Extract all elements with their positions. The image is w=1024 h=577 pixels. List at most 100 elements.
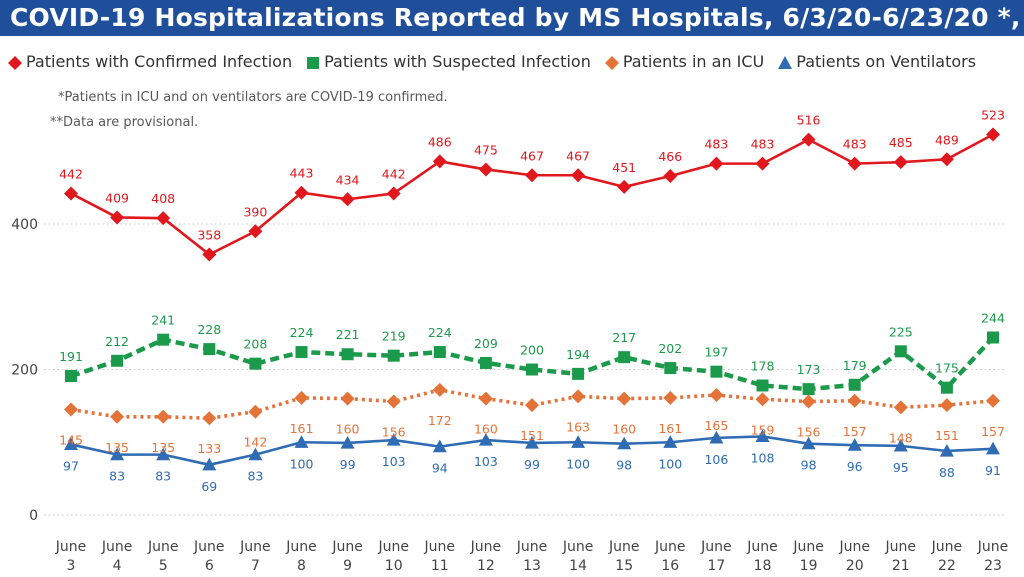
- x-tick-month: June: [700, 539, 732, 555]
- data-label-confirmed: 485: [889, 135, 913, 150]
- data-label-ventilators: 96: [847, 459, 863, 474]
- data-point-suspected: [987, 331, 999, 344]
- data-label-confirmed: 443: [290, 166, 314, 181]
- data-label-icu: 142: [243, 435, 267, 450]
- legend-marker-icu: [604, 55, 619, 70]
- x-tick-day: 13: [523, 558, 541, 574]
- data-point-suspected: [295, 346, 308, 359]
- data-point-suspected: [341, 348, 354, 361]
- data-label-ventilators: 106: [704, 452, 728, 467]
- x-tick-day: 15: [615, 558, 633, 574]
- data-point-confirmed: [340, 192, 355, 207]
- x-tick-month: June: [470, 539, 502, 555]
- data-label-confirmed: 516: [797, 113, 821, 128]
- data-point-icu: [939, 398, 954, 413]
- data-point-ventilators: [801, 436, 816, 450]
- x-tick-day: 8: [297, 558, 306, 574]
- chart-legend: Patients with Confirmed Infection Patient…: [8, 52, 990, 72]
- data-label-icu: 156: [382, 425, 406, 440]
- data-label-ventilators: 69: [201, 479, 217, 494]
- data-point-confirmed: [202, 247, 217, 262]
- x-tick-day: 17: [707, 558, 725, 574]
- data-label-icu: 161: [290, 421, 314, 436]
- data-label-ventilators: 99: [524, 457, 540, 472]
- x-tick-day: 14: [569, 558, 587, 574]
- data-label-confirmed: 489: [935, 132, 959, 147]
- legend-item-icu: Patients in an ICU: [604, 52, 765, 71]
- data-label-ventilators: 103: [382, 454, 406, 469]
- data-label-ventilators: 95: [893, 460, 909, 475]
- data-point-suspected: [433, 346, 446, 359]
- data-point-ventilators: [340, 435, 355, 449]
- x-tick-month: June: [608, 539, 640, 555]
- data-point-icu: [617, 391, 632, 406]
- data-label-icu: 133: [197, 441, 221, 456]
- series-line-suspected: [70, 335, 995, 392]
- x-tick-month: June: [562, 539, 594, 555]
- x-tick-month: June: [101, 539, 133, 555]
- data-point-ventilators: [847, 438, 862, 451]
- data-label-suspected: 228: [197, 322, 221, 337]
- data-point-suspected: [203, 343, 216, 356]
- data-label-ventilators: 103: [474, 454, 498, 469]
- data-label-suspected: 217: [612, 330, 636, 345]
- data-label-icu: 135: [151, 440, 175, 455]
- x-tick-month: June: [931, 539, 963, 555]
- data-point-confirmed: [64, 186, 78, 201]
- data-point-confirmed: [663, 168, 678, 183]
- data-label-suspected: 197: [704, 345, 728, 360]
- x-tick-day: 10: [385, 558, 403, 574]
- data-point-icu: [571, 389, 586, 404]
- data-label-ventilators: 99: [340, 457, 356, 472]
- data-point-ventilators: [525, 435, 539, 449]
- x-tick-day: 20: [846, 558, 864, 574]
- data-label-suspected: 219: [382, 329, 406, 344]
- data-point-suspected: [111, 354, 124, 367]
- data-point-icu: [663, 390, 678, 405]
- footnote-provisional: **Data are provisional.: [50, 115, 199, 130]
- data-point-confirmed: [617, 179, 632, 194]
- data-point-suspected: [664, 362, 677, 375]
- data-label-suspected: 178: [751, 359, 775, 374]
- data-point-icu: [64, 402, 78, 417]
- data-point-ventilators: [202, 457, 217, 471]
- data-label-icu: 148: [889, 430, 913, 445]
- data-point-icu: [709, 387, 724, 402]
- x-tick-month: June: [331, 539, 363, 555]
- data-label-suspected: 212: [105, 334, 129, 349]
- x-tick-month: June: [55, 539, 87, 555]
- x-tick-day: 11: [431, 558, 449, 574]
- data-label-icu: 163: [566, 419, 590, 434]
- data-label-suspected: 241: [151, 313, 175, 328]
- x-tick-month: June: [285, 539, 317, 555]
- data-point-suspected: [940, 381, 953, 394]
- data-label-ventilators: 83: [247, 469, 263, 484]
- legend-label-icu: Patients in an ICU: [622, 52, 765, 71]
- data-label-confirmed: 483: [751, 137, 775, 152]
- data-point-ventilators: [294, 435, 309, 448]
- x-tick-month: June: [147, 539, 179, 555]
- data-point-icu: [110, 409, 125, 424]
- data-label-confirmed: 475: [474, 142, 498, 157]
- data-label-confirmed: 451: [612, 160, 636, 175]
- legend-item-confirmed: Patients with Confirmed Infection: [8, 52, 292, 71]
- x-tick-day: 23: [984, 558, 1002, 574]
- data-point-confirmed: [571, 168, 586, 183]
- data-label-suspected: 221: [336, 327, 360, 342]
- data-point-ventilators: [386, 433, 401, 446]
- x-tick-day: 16: [661, 558, 679, 574]
- data-point-suspected: [710, 365, 723, 378]
- data-point-ventilators: [478, 433, 493, 446]
- data-label-suspected: 200: [520, 343, 544, 358]
- x-tick-day: 22: [938, 558, 956, 574]
- data-label-suspected: 244: [981, 310, 1005, 325]
- data-point-confirmed: [801, 132, 816, 147]
- data-point-confirmed: [156, 211, 171, 226]
- data-point-ventilators: [893, 438, 908, 452]
- data-label-icu: 172: [428, 413, 452, 428]
- data-label-ventilators: 97: [63, 458, 79, 473]
- data-point-ventilators: [709, 430, 724, 444]
- data-point-icu: [847, 393, 862, 408]
- x-tick-month: June: [424, 539, 456, 555]
